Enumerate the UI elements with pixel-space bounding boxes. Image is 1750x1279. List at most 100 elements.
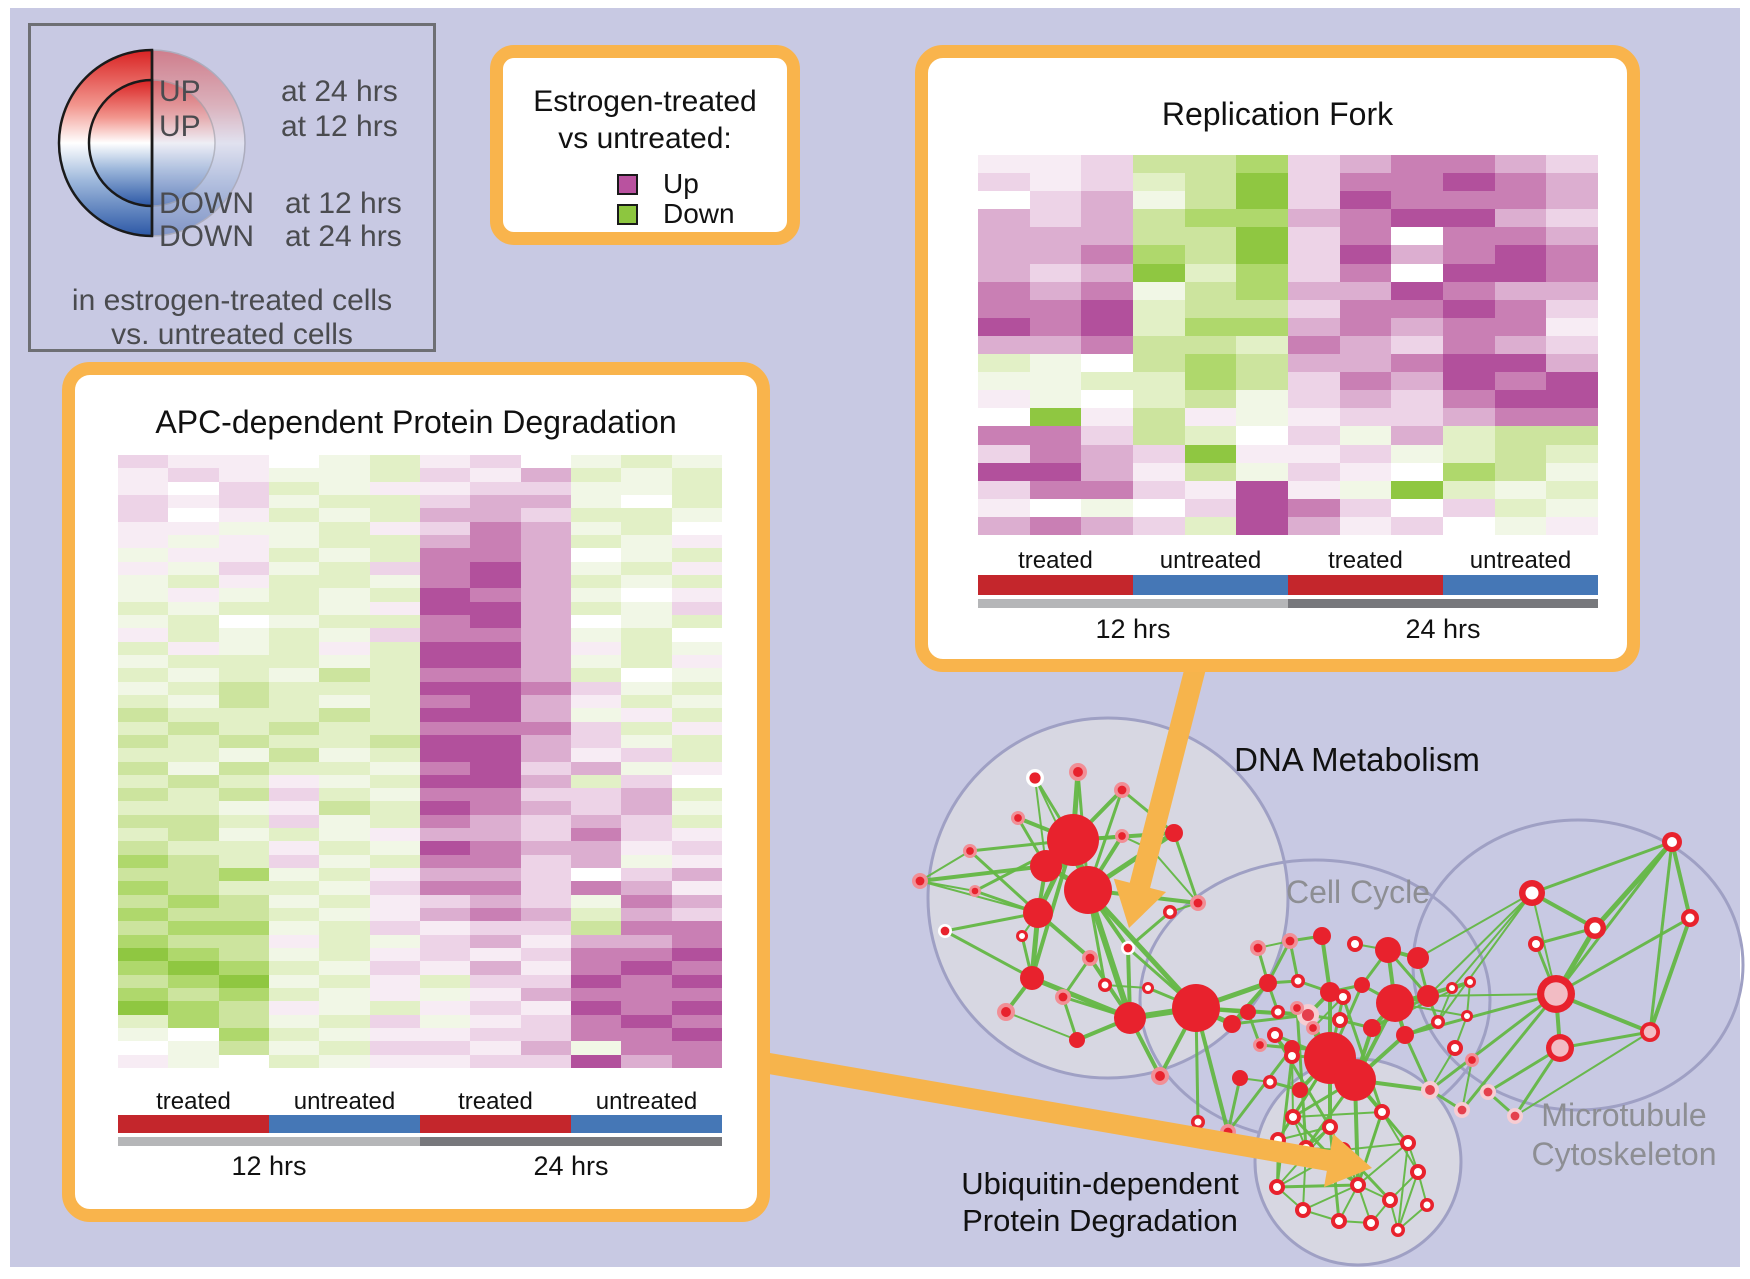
- heatmap-cell: [118, 814, 169, 829]
- heatmap-cell: [570, 748, 622, 762]
- heatmap-cell: [671, 934, 722, 949]
- heatmap-cell: [1133, 462, 1185, 481]
- heatmap-cell: [118, 521, 169, 535]
- heatmap-cell: [671, 801, 722, 815]
- heatmap-cell: [520, 494, 571, 509]
- network-node: [1259, 974, 1277, 992]
- heatmap-cell: [218, 988, 269, 1002]
- heatmap-cell: [168, 708, 219, 722]
- heatmap-cell: [470, 908, 521, 922]
- heatmap-cell: [570, 468, 622, 482]
- network-node-core: [1058, 992, 1068, 1002]
- heatmap-cell: [319, 894, 370, 909]
- heatmap-cell: [671, 548, 722, 562]
- heatmap-cell: [268, 921, 320, 935]
- network-node-core: [1423, 1201, 1431, 1209]
- heatmap-cell: [621, 641, 672, 655]
- network-node-core: [1117, 785, 1127, 795]
- heatmap-cell: [1288, 245, 1340, 264]
- network-label-5: Protein Degradation: [962, 1202, 1238, 1238]
- heatmap-cell: [419, 788, 471, 802]
- heatmap-cell: [1546, 408, 1598, 427]
- network-edge: [1460, 993, 1558, 1111]
- heatmap-cell: [1546, 173, 1598, 192]
- network-node: [1223, 1015, 1241, 1033]
- heatmap-cell: [570, 508, 622, 522]
- heatmap-cell: [1339, 227, 1392, 246]
- heatmap-cell: [978, 317, 1030, 336]
- network-edge: [944, 911, 1039, 933]
- heatmap-cell: [671, 1028, 722, 1042]
- heatmap-cell: [1339, 245, 1392, 264]
- heatmap-cell: [1339, 426, 1392, 445]
- heatmap-cell: [268, 788, 320, 802]
- heatmap-cell: [118, 828, 169, 842]
- heatmap-cell: [1081, 480, 1133, 499]
- network-node-core: [1085, 953, 1095, 963]
- heatmap-cell: [570, 974, 622, 989]
- panel-title-rf: Replication Fork: [1161, 96, 1394, 132]
- heatmap-cell: [1339, 408, 1392, 427]
- network-node-core: [1339, 993, 1347, 1001]
- heatmap-cell: [520, 988, 571, 1002]
- heatmap-cell: [1029, 444, 1082, 463]
- heatmap-cell: [218, 614, 269, 629]
- heatmap-cell: [671, 908, 722, 922]
- network-node-core: [1293, 1004, 1301, 1012]
- heatmap-cell: [369, 548, 420, 562]
- heatmap-cell: [520, 788, 571, 802]
- heatmap-cell: [218, 734, 269, 749]
- heatmap-cell: [168, 455, 219, 469]
- heatmap-cell: [621, 1054, 672, 1068]
- heatmap-cell: [1546, 516, 1598, 535]
- heatmap-cell: [1081, 426, 1133, 445]
- heatmap-cell: [470, 1041, 521, 1055]
- heatmap-cell: [1546, 191, 1598, 210]
- heatmap-cell: [218, 1041, 269, 1055]
- heatmap-cell: [978, 372, 1030, 391]
- ring-legend-box: UP at 24 hrs UP at 12 hrs DOWN at 12 hrs…: [28, 23, 436, 352]
- network-node-core: [1335, 1217, 1343, 1225]
- network-edge: [1172, 832, 1200, 904]
- heatmap-cell: [218, 628, 269, 642]
- up-label: Up: [663, 168, 699, 199]
- heatmap-cell: [369, 774, 420, 789]
- network-edge: [1231, 1013, 1309, 1026]
- heatmap-cell: [118, 601, 169, 615]
- network-edge: [919, 850, 971, 882]
- heatmap-cell: [520, 468, 571, 482]
- heatmap-cell: [419, 854, 471, 869]
- heatmap-cell: [1133, 227, 1185, 246]
- ring-legend-dir-2: DOWN: [159, 187, 254, 220]
- heatmap-cell: [470, 668, 521, 682]
- heatmap-cell: [1081, 209, 1133, 228]
- network-node-core: [1266, 1078, 1274, 1086]
- heatmap-cell: [1288, 155, 1340, 174]
- heatmap-cell: [621, 481, 672, 495]
- heatmap-cell: [470, 681, 521, 695]
- heatmap-cell: [319, 721, 370, 735]
- heatmap-cell: [1081, 245, 1133, 264]
- heatmap-cell: [621, 734, 672, 749]
- heatmap-cell: [520, 1028, 571, 1042]
- heatmap-cell: [671, 734, 722, 749]
- heatmap-cell: [118, 761, 169, 775]
- heatmap-cell: [369, 588, 420, 602]
- network-edge: [1275, 1055, 1294, 1188]
- heatmap-cell: [520, 734, 571, 749]
- heatmap-cell: [1443, 516, 1495, 535]
- heatmap-cell: [1339, 209, 1392, 228]
- heatmap-cell: [168, 494, 219, 509]
- heatmap-cell: [570, 628, 622, 642]
- ring-legend-dir-1: UP: [159, 110, 201, 143]
- heatmap-cell: [319, 668, 370, 682]
- heatmap-cell: [671, 961, 722, 975]
- network-node-core: [966, 847, 974, 855]
- condition-bar-apc-3: [571, 1115, 722, 1133]
- network-edge: [1427, 993, 1557, 997]
- heatmap-cell: [470, 574, 521, 589]
- heatmap-cell: [570, 894, 622, 909]
- network-label-0: DNA Metabolism: [1234, 740, 1480, 778]
- network-node-core: [1451, 1044, 1459, 1052]
- heatmap-cell: [268, 668, 320, 682]
